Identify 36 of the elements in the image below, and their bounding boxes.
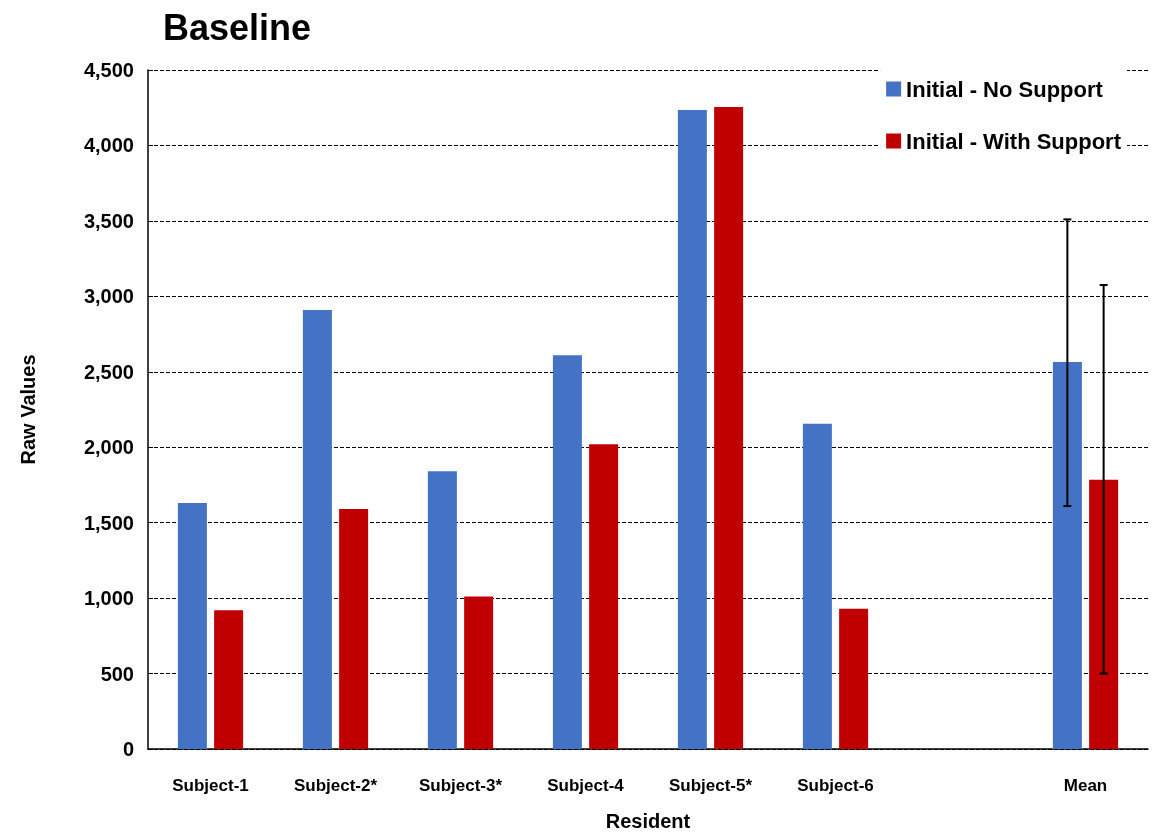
y-axis-title: Raw Values	[17, 354, 39, 465]
bar	[464, 596, 494, 749]
y-tick-label: 0	[122, 738, 134, 760]
bar	[677, 109, 707, 749]
y-tick-label: 500	[100, 662, 134, 685]
bar	[339, 509, 369, 749]
bar	[214, 610, 244, 749]
x-axis-title: Resident	[605, 810, 691, 832]
bar	[302, 309, 332, 749]
x-tick-label: Subject-5*	[668, 776, 753, 795]
x-tick-label: Mean	[1063, 776, 1108, 795]
y-tick-label: 3,500	[83, 209, 134, 232]
y-tick-label: 4,500	[83, 59, 134, 81]
x-tick-label: Subject-6	[797, 776, 874, 795]
y-tick-label: 1,500	[83, 511, 134, 534]
y-tick-label: 2,500	[83, 360, 134, 383]
chart-title: Baseline	[163, 6, 312, 48]
bar	[589, 444, 619, 749]
y-tick-label: 1,000	[83, 587, 134, 610]
bar	[552, 355, 582, 749]
y-tick-label: 3,000	[83, 285, 134, 308]
y-tick-label: 2,000	[83, 436, 134, 459]
legend-label: Initial - No Support	[906, 76, 1104, 102]
x-tick-label: Subject-4	[547, 776, 625, 795]
bar	[839, 608, 869, 749]
bar	[177, 503, 207, 749]
bar	[427, 471, 457, 749]
x-tick-label: Subject-1	[172, 776, 249, 795]
bar	[802, 423, 832, 749]
bar	[1052, 361, 1082, 749]
x-tick-label: Subject-3*	[418, 776, 503, 795]
x-tick-label: Subject-2*	[293, 776, 378, 795]
legend-label: Initial - With Support	[906, 128, 1122, 154]
y-tick-label: 4,000	[83, 134, 134, 157]
bar	[714, 106, 744, 749]
bar	[1089, 479, 1119, 749]
